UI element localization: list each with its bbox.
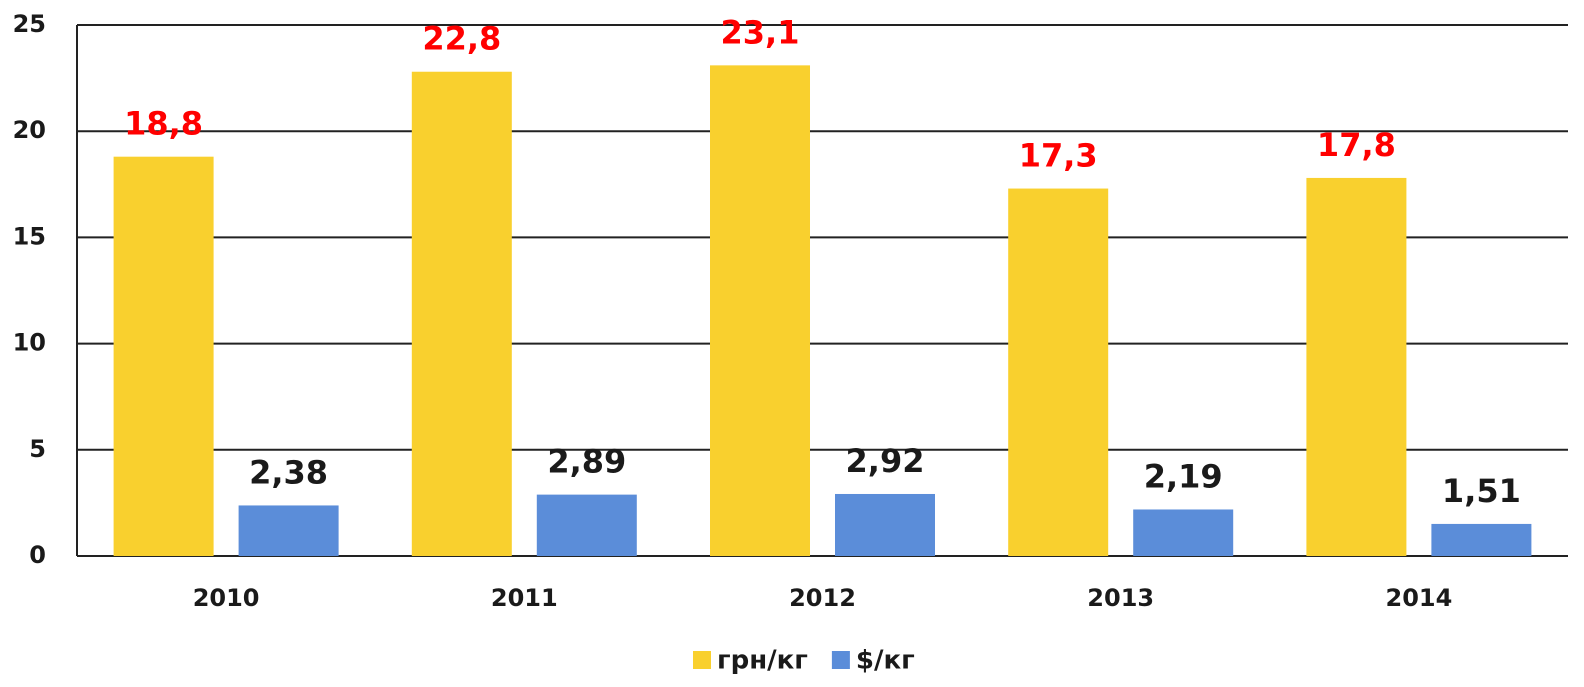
bar bbox=[835, 493, 935, 556]
x-tick-label: 2013 bbox=[1087, 584, 1154, 612]
value-label: 1,51 bbox=[1442, 472, 1521, 510]
x-tick-label: 2012 bbox=[789, 584, 856, 612]
value-label: 23,1 bbox=[721, 13, 800, 51]
bar bbox=[710, 65, 810, 556]
y-tick-label: 15 bbox=[13, 222, 46, 250]
bar bbox=[1008, 188, 1109, 556]
bar bbox=[1431, 523, 1532, 556]
y-tick-label: 5 bbox=[29, 435, 46, 463]
value-label: 22,8 bbox=[422, 20, 501, 58]
x-tick-label: 2010 bbox=[193, 584, 260, 612]
value-label: 2,19 bbox=[1144, 457, 1223, 495]
value-label: 17,8 bbox=[1317, 126, 1396, 164]
value-label: 18,8 bbox=[124, 105, 203, 143]
bar bbox=[411, 71, 512, 556]
x-tick-label: 2011 bbox=[491, 584, 558, 612]
bar bbox=[1306, 177, 1407, 557]
y-tick-label: 0 bbox=[29, 541, 46, 569]
x-tick-label: 2014 bbox=[1386, 584, 1453, 612]
y-tick-label: 10 bbox=[13, 329, 46, 357]
y-tick-label: 20 bbox=[13, 116, 46, 144]
value-label: 17,3 bbox=[1019, 137, 1098, 175]
bar bbox=[113, 156, 214, 557]
bar bbox=[1133, 509, 1234, 556]
legend-swatch bbox=[831, 651, 850, 669]
y-tick-label: 25 bbox=[13, 10, 46, 38]
bar bbox=[536, 494, 637, 556]
legend-swatch bbox=[693, 651, 711, 669]
value-label: 2,89 bbox=[547, 443, 626, 481]
legend-label: грн/кг bbox=[717, 646, 808, 676]
value-label: 2,92 bbox=[846, 442, 925, 480]
value-label: 2,38 bbox=[249, 453, 328, 491]
bar bbox=[238, 505, 339, 556]
legend-label: $/кг bbox=[856, 646, 915, 676]
